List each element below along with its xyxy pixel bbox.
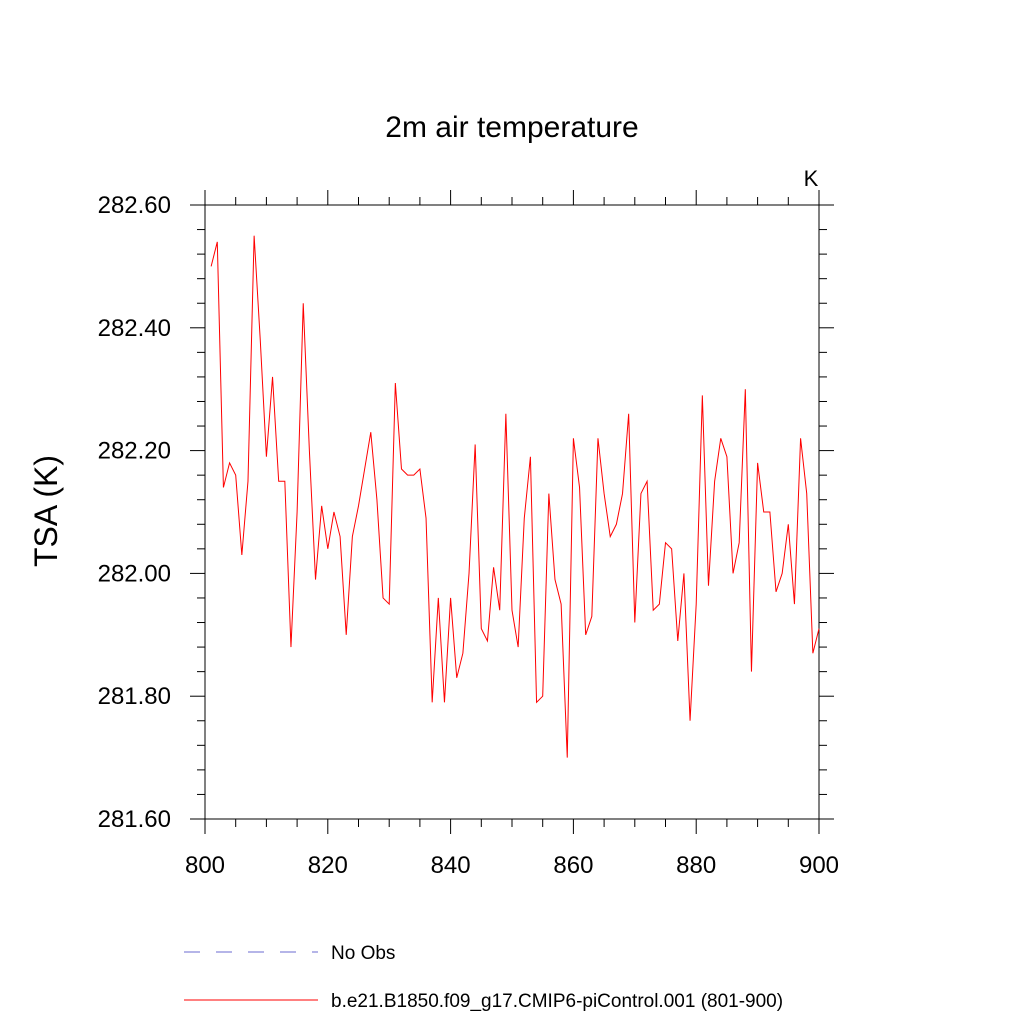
legend: No Obs b.e21.B1850.f09_g17.CMIP6-piContro… bbox=[184, 943, 783, 1012]
x-tick-label: 800 bbox=[185, 852, 225, 879]
series-lines bbox=[210, 235, 820, 758]
y-tick-label: 281.80 bbox=[98, 683, 171, 710]
x-tick-label: 880 bbox=[676, 852, 716, 879]
x-tick-label: 860 bbox=[553, 852, 593, 879]
y-tick-label: 281.60 bbox=[98, 806, 171, 833]
x-tick-label: 900 bbox=[799, 852, 839, 879]
tick-labels: 800 820 840 860 880 900 282.60 282.40 282.20 282.… bbox=[98, 192, 839, 879]
x-tick-label: 820 bbox=[308, 852, 348, 879]
y-tick-label: 282.00 bbox=[98, 560, 171, 587]
chart-title: 2m air temperature bbox=[385, 111, 638, 144]
legend-label-1: b.e21.B1850.f09_g17.CMIP6-piControl.001 … bbox=[331, 991, 783, 1012]
unit-label: K bbox=[804, 166, 819, 191]
x-tick-label: 840 bbox=[431, 852, 471, 879]
y-tick-label: 282.40 bbox=[98, 315, 171, 342]
y-tick-label: 282.20 bbox=[98, 438, 171, 465]
axis-ticks bbox=[190, 190, 834, 834]
y-axis-label: TSA (K) bbox=[28, 455, 64, 567]
legend-label-0: No Obs bbox=[331, 943, 395, 964]
series-line-1 bbox=[210, 235, 820, 758]
y-tick-label: 282.60 bbox=[98, 192, 171, 219]
